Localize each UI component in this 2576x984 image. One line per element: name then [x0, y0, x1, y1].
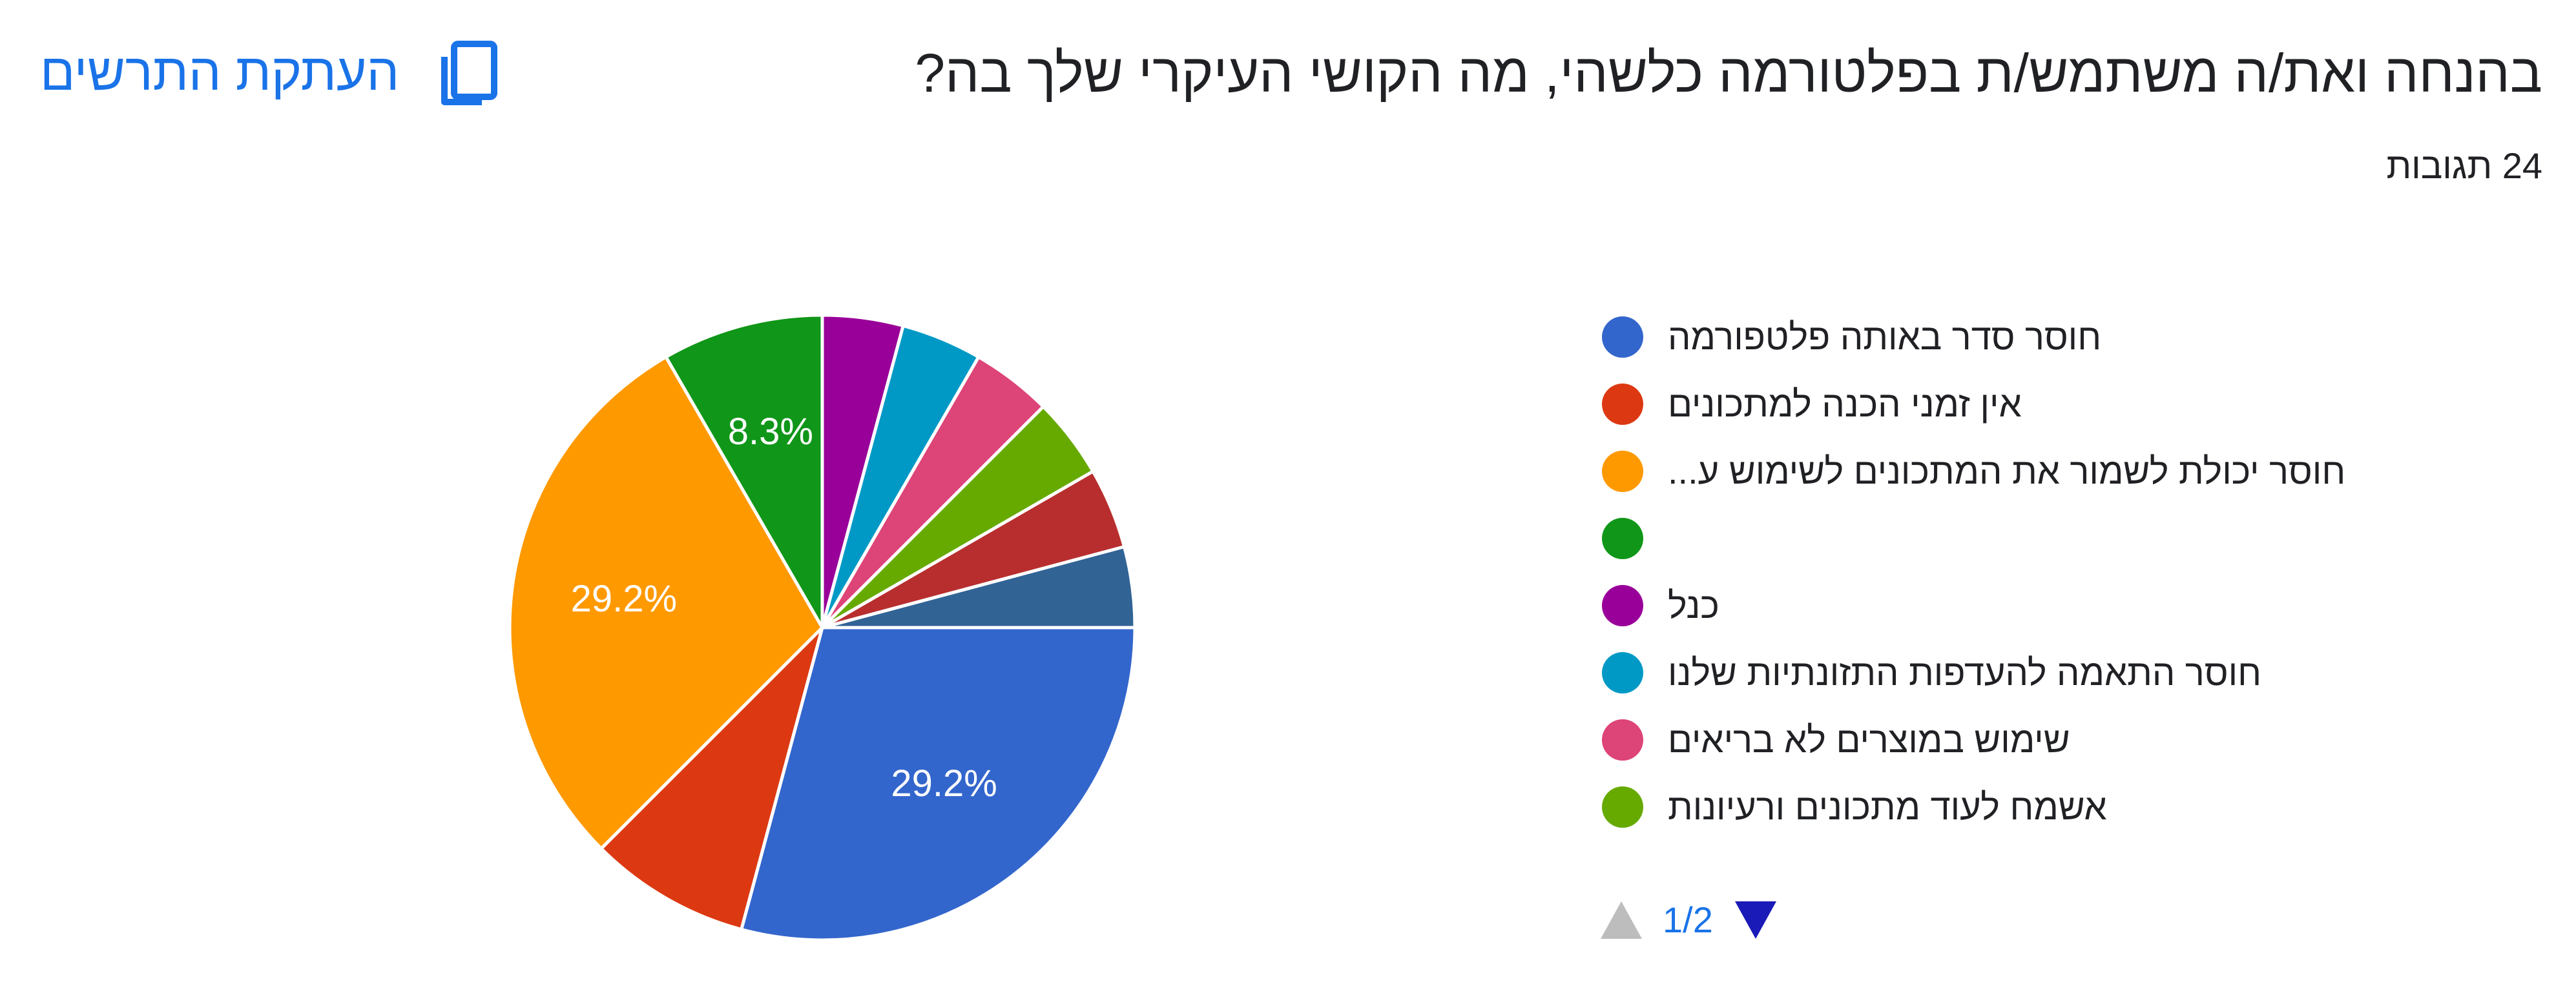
- legend-color-dot: [1602, 786, 1643, 828]
- legend-color-dot: [1602, 585, 1643, 626]
- legend-label: שימוש במוצרים לא בריאים: [1668, 719, 2070, 760]
- legend-item-3[interactable]: חוסר יכולת לשמור את המתכונים לשימוש ע...: [1595, 438, 2435, 505]
- legend-color-dot: [1602, 384, 1643, 425]
- legend-pager: 1/2: [1595, 885, 1776, 956]
- legend-item-2[interactable]: אין זמני הכנה למתכונים: [1595, 371, 2435, 438]
- legend-color-dot: [1602, 652, 1643, 693]
- legend-item-4[interactable]: [1595, 505, 2435, 572]
- legend-color-dot: [1602, 316, 1643, 358]
- copy-chart-label: העתקת התרשים: [40, 43, 400, 101]
- pie-slice-label-4: 8.3%: [728, 411, 813, 453]
- pie-slice-label-1: 29.2%: [891, 763, 997, 805]
- legend-item-6[interactable]: חוסר התאמה להעדפות התזונתיות שלנו: [1595, 639, 2435, 706]
- legend-item-1[interactable]: חוסר סדר באותה פלטפורמה: [1595, 303, 2435, 371]
- pie-slice-1[interactable]: [740, 626, 1137, 942]
- legend-item-5[interactable]: כנל: [1595, 572, 2435, 639]
- legend-label: כנל: [1668, 585, 1719, 626]
- legend-label: אשמח לעוד מתכונים ורעיונות: [1668, 786, 2107, 827]
- response-count: 24 תגובות: [2386, 145, 2542, 186]
- legend-color-dot: [1602, 451, 1643, 492]
- legend-color-dot: [1602, 518, 1643, 559]
- pie-slice-label-3: 29.2%: [571, 578, 677, 620]
- pie-slice-2[interactable]: [599, 626, 824, 932]
- copy-icon: [441, 41, 498, 105]
- legend-label: חוסר התאמה להעדפות התזונתיות שלנו: [1668, 652, 2261, 693]
- triangle-down-icon[interactable]: [1734, 901, 1776, 939]
- triangle-up-icon[interactable]: [1601, 901, 1642, 939]
- pie-slices: [508, 313, 1137, 942]
- legend-page-indicator: 1/2: [1663, 899, 1713, 940]
- pie-slice-10[interactable]: [820, 545, 1137, 630]
- legend: חוסר סדר באותה פלטפורמה אין זמני הכנה למת…: [1595, 303, 2435, 841]
- pie-labels: 29.2% 29.2% 8.3%: [571, 411, 997, 805]
- legend-label: חוסר סדר באותה פלטפורמה: [1668, 316, 2102, 357]
- legend-item-8[interactable]: אשמח לעוד מתכונים ורעיונות: [1595, 774, 2435, 841]
- legend-color-dot: [1602, 719, 1643, 761]
- legend-item-7[interactable]: שימוש במוצרים לא בריאים: [1595, 706, 2435, 774]
- pie-slice-3[interactable]: [508, 355, 824, 850]
- question-title: בהנחה ואת/ה משתמש/ת בפלטורמה כלשהי, מה ה…: [915, 43, 2542, 103]
- pie-slice-4[interactable]: [664, 313, 824, 630]
- legend-label: אין זמני הכנה למתכונים: [1668, 384, 2022, 424]
- legend-label: חוסר יכולת לשמור את המתכונים לשימוש ע...: [1668, 451, 2346, 491]
- copy-chart-button[interactable]: העתקת התרשים: [40, 34, 503, 111]
